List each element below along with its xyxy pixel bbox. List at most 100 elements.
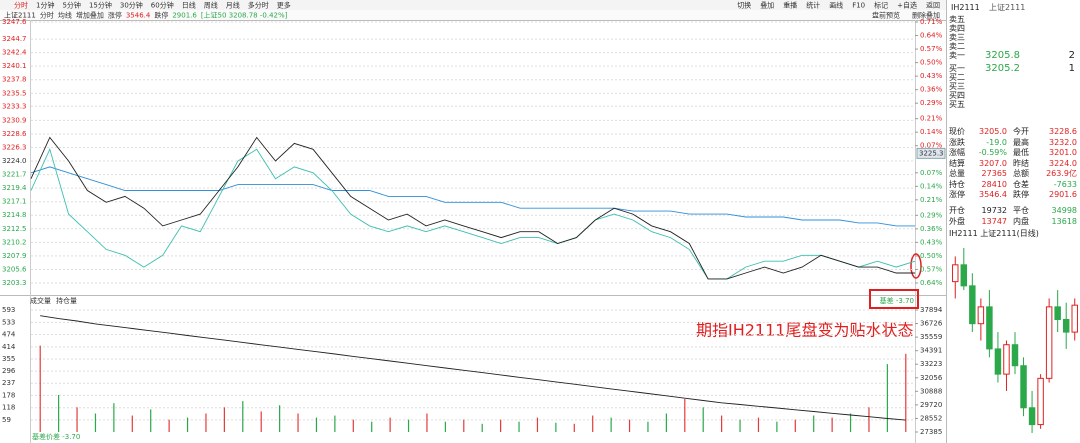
y2-tick-label: 27385 bbox=[920, 428, 942, 436]
volume-bar bbox=[426, 413, 428, 432]
volume-bar bbox=[39, 345, 41, 432]
y2-tick-label: 0.64% bbox=[920, 32, 943, 40]
cell: 结算 bbox=[949, 158, 965, 168]
cell: 持仓 bbox=[949, 179, 965, 189]
volume-bar bbox=[297, 413, 299, 432]
candle-body bbox=[994, 348, 1002, 375]
period-tab[interactable]: 月线 bbox=[226, 1, 240, 10]
y2-tick-label: 36726 bbox=[920, 320, 943, 328]
action-button[interactable]: 重播 bbox=[783, 1, 797, 10]
cell: 3205.0 bbox=[979, 127, 1007, 136]
y2-tick-label: 34391 bbox=[920, 347, 942, 355]
period-tab[interactable]: 60分钟 bbox=[151, 1, 174, 10]
y-tick-label: 3226.3 bbox=[2, 143, 27, 151]
action-button[interactable]: 统计 bbox=[806, 1, 820, 10]
cell: 最低 bbox=[1013, 148, 1029, 157]
candle-body bbox=[960, 264, 968, 287]
cell: -0.59% bbox=[978, 148, 1007, 157]
y-tick-label: 3219.4 bbox=[2, 184, 27, 192]
series-line bbox=[30, 148, 916, 280]
series-line bbox=[40, 315, 906, 421]
cell: 总额 bbox=[1013, 169, 1029, 178]
action-button[interactable]: +自选 bbox=[897, 1, 917, 10]
volume-legend: 成交量 bbox=[30, 296, 51, 305]
cell: 开仓 bbox=[949, 206, 965, 215]
stat-row: 涨跌 -19.0 最高 3232.0 bbox=[949, 137, 1079, 148]
period-tab[interactable]: 更多 bbox=[277, 1, 291, 10]
series-line bbox=[30, 136, 915, 280]
side-panel: IH2111 上证2111 卖五 卖四 卖三 卖二 卖一 3205.8 2 买一 3205.2 1 买二… bbox=[946, 0, 1080, 443]
y2-tick-label: 32056 bbox=[920, 374, 943, 382]
period-tab[interactable]: 周线 bbox=[204, 1, 218, 10]
info-button[interactable]: 盘前预览 bbox=[872, 11, 900, 20]
cell: 3205.8 bbox=[985, 50, 1020, 61]
y2-tick-label: 37894 bbox=[920, 306, 943, 314]
basis-label: 基差 -3.70 bbox=[880, 296, 914, 305]
volume-bar bbox=[757, 417, 760, 432]
info-item: 均线 bbox=[58, 11, 72, 20]
stat-row: 总量 27365 总额 263.9亿 bbox=[949, 168, 1079, 179]
cell: 2 bbox=[1068, 50, 1075, 61]
order-row: 买一 3205.2 1 bbox=[949, 63, 1079, 74]
volume-bar bbox=[647, 421, 649, 432]
period-tab[interactable]: 5分钟 bbox=[62, 1, 80, 10]
y2-tick-label: 0.50% bbox=[920, 252, 943, 260]
order-row: 买五 bbox=[949, 99, 1079, 110]
info-button[interactable]: 删除叠加 bbox=[912, 11, 940, 20]
volume-bar bbox=[739, 419, 741, 432]
daily-chart bbox=[952, 248, 1078, 433]
action-button[interactable]: 标记 bbox=[874, 1, 888, 10]
volume-bar bbox=[463, 419, 465, 432]
y2-tick-label: 0.07% bbox=[920, 142, 943, 150]
cell: 买一 bbox=[949, 64, 965, 73]
info-item: 分时 bbox=[40, 11, 54, 20]
action-button[interactable]: 返回 bbox=[926, 2, 940, 10]
cell: 3228.6 bbox=[1049, 127, 1077, 136]
period-tab[interactable]: 多分时 bbox=[248, 1, 269, 10]
period-tab[interactable]: 1分钟 bbox=[36, 1, 54, 10]
action-button[interactable]: 切换 bbox=[737, 1, 751, 10]
y2-tick-label: 28552 bbox=[920, 414, 942, 422]
cell: 19732 bbox=[981, 206, 1007, 215]
y-tick-label: 3210.2 bbox=[2, 238, 27, 246]
cell: 2901.6 bbox=[1049, 190, 1077, 199]
stat-row: 持仓 28410 仓差 -7633 bbox=[949, 179, 1079, 190]
cell: 卖五 bbox=[949, 15, 965, 24]
volume-bar bbox=[260, 411, 262, 432]
cell: 34998 bbox=[1051, 206, 1077, 215]
volume-bar bbox=[702, 407, 704, 432]
candle-body bbox=[986, 306, 993, 350]
volume-bar bbox=[684, 399, 686, 432]
volume-bar bbox=[242, 401, 244, 432]
cell: 涨停 bbox=[949, 190, 965, 199]
candle-body bbox=[1045, 306, 1053, 379]
y2-tick-label: 0.36% bbox=[920, 86, 943, 94]
volume-bar bbox=[776, 421, 778, 432]
period-tab[interactable]: 日线 bbox=[182, 1, 196, 10]
period-tab[interactable]: 30分钟 bbox=[120, 1, 143, 10]
period-tab[interactable]: 15分钟 bbox=[89, 1, 112, 10]
cell: 买五 bbox=[949, 100, 965, 109]
y-tick-label: 3230.9 bbox=[2, 116, 27, 124]
cell: -7633 bbox=[1053, 179, 1077, 189]
cell: 3546.4 bbox=[979, 190, 1007, 199]
main-chart: 成交量 持仓量 基差 -3.70 期指IH2111尾盘变为贴水状态 基差价差 -… bbox=[0, 0, 946, 443]
action-button[interactable]: F10 bbox=[852, 2, 865, 10]
cell: 今开 bbox=[1013, 127, 1029, 136]
price-tag-bg bbox=[916, 147, 946, 159]
period-tab[interactable]: 分时 bbox=[14, 1, 28, 10]
action-button[interactable]: 画线 bbox=[829, 1, 843, 10]
volume-bar bbox=[315, 417, 318, 432]
action-button[interactable]: 叠加 bbox=[760, 1, 774, 10]
y-tick-label: 3235.5 bbox=[2, 89, 27, 97]
stat-row: 涨停 3546.4 跌停 2901.6 bbox=[949, 189, 1079, 200]
infobar-bg bbox=[0, 10, 946, 20]
highlight-box bbox=[869, 289, 919, 309]
candle-body bbox=[1062, 318, 1070, 333]
cell: IH2111 上证2111(日线) bbox=[949, 229, 1039, 238]
volume-bar bbox=[113, 403, 115, 432]
cell: 3205.2 bbox=[985, 63, 1020, 74]
y-tick-label: 3224.0 bbox=[2, 157, 27, 165]
volume-bar bbox=[407, 419, 410, 432]
cell: 27365 bbox=[981, 169, 1007, 178]
